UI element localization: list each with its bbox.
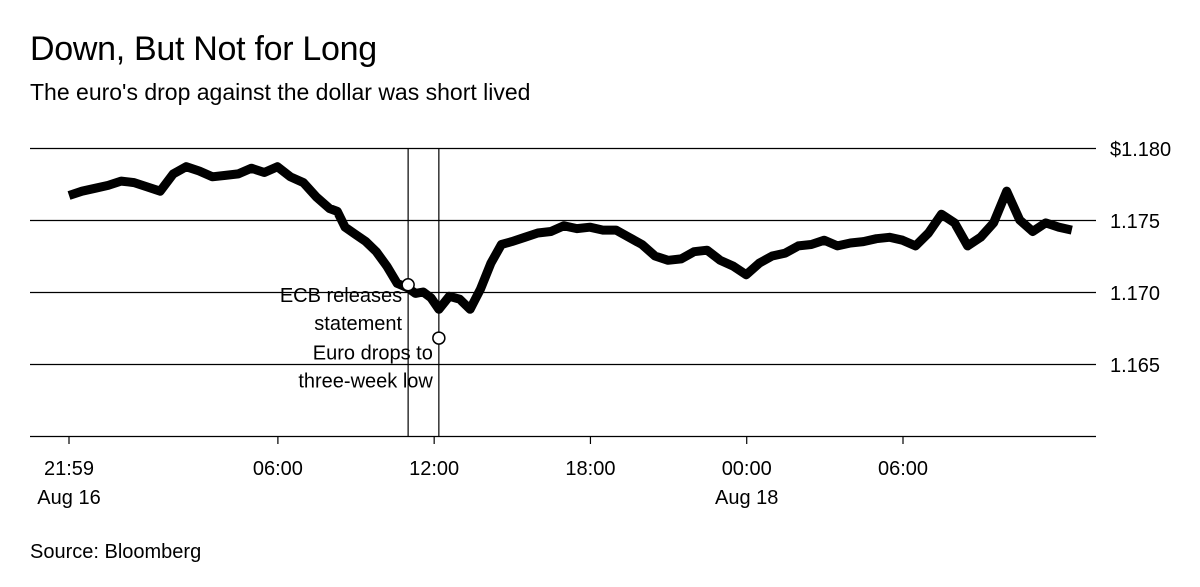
- x-axis-labels: 21:59 Aug 16 06:00 12:00 18:00 00:00 Aug 18 06:…: [37, 458, 928, 509]
- y-tick-label-0: $1.180: [1110, 139, 1171, 161]
- x-tick-label-3: 18:00: [565, 458, 615, 480]
- chart-title: Down, But Not for Long: [30, 30, 377, 68]
- annotation-label-1-line-1: three-week low: [298, 370, 433, 392]
- y-axis-labels: $1.180 1.175 1.170 1.165: [1110, 139, 1171, 377]
- x-tick-label-4: 00:00: [722, 458, 772, 480]
- chart-subtitle: The euro's drop against the dollar was s…: [30, 79, 531, 105]
- x-tick-sublabel-4: Aug 18: [715, 487, 778, 509]
- y-tick-label-2: 1.170: [1110, 283, 1160, 305]
- x-tick-sublabel-0: Aug 16: [37, 487, 100, 509]
- x-tick-label-2: 12:00: [409, 458, 459, 480]
- annotation-label-0-line-1: statement: [314, 313, 402, 335]
- annotation-marker-0: [401, 278, 415, 292]
- series-layer: [67, 162, 1073, 314]
- annotation-label-0-line-0: ECB releases: [280, 285, 402, 307]
- source-note: Source: Bloomberg: [30, 541, 202, 563]
- x-tick-label-0: 21:59: [44, 458, 94, 480]
- x-tick-label-5: 06:00: [878, 458, 928, 480]
- y-tick-label-1: 1.175: [1110, 211, 1160, 233]
- annotation-marker-1: [432, 331, 446, 345]
- annotation-label-1-line-0: Euro drops to: [313, 342, 433, 364]
- gridlines: [30, 147, 1096, 444]
- annotation-labels: ECB releases statement Euro drops to three-…: [280, 285, 434, 393]
- series-line-0: [67, 162, 1073, 314]
- x-tick-label-1: 06:00: [253, 458, 303, 480]
- y-tick-label-3: 1.165: [1110, 355, 1160, 377]
- annotation-markers: [401, 278, 446, 345]
